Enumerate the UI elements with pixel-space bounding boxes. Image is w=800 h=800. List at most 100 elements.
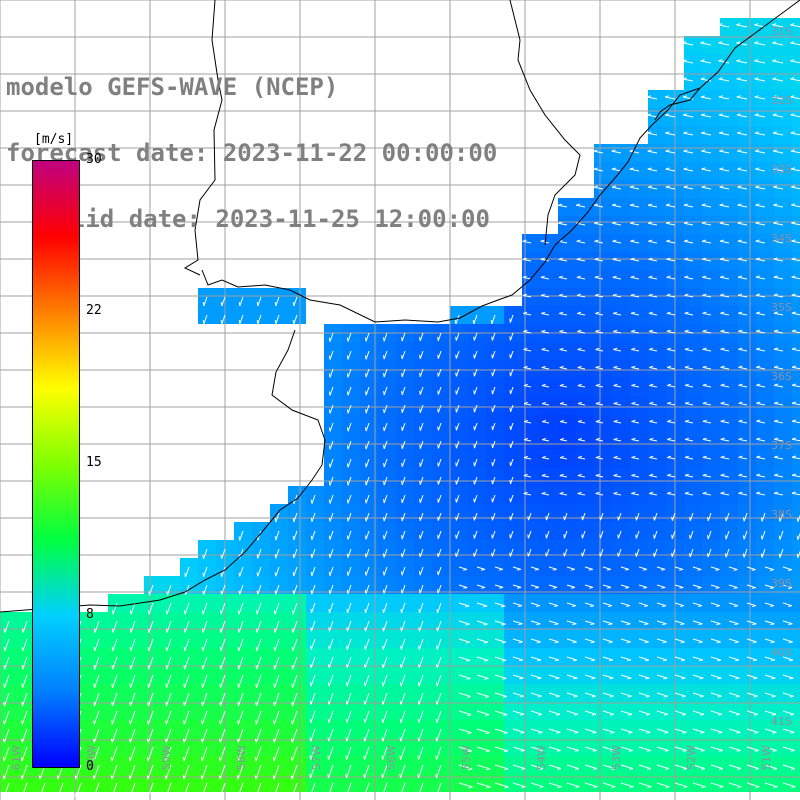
wind-arrow-head (328, 355, 331, 360)
wind-arrow (491, 512, 496, 521)
wind-arrow-head (382, 589, 385, 594)
wind-arrow (649, 384, 658, 388)
wind-arrow (617, 530, 622, 539)
wind-arrow-head (491, 480, 493, 485)
wind-arrow-head (3, 628, 6, 633)
wind-arrow-head (613, 473, 618, 476)
wind-arrow-head (437, 408, 439, 413)
wind-arrow-head (755, 167, 760, 170)
wind-arrow-head (310, 589, 313, 595)
wind-arrow (638, 674, 650, 679)
wind-arrow-head (483, 641, 488, 644)
wind-cell (792, 360, 800, 378)
wind-arrow (201, 764, 208, 780)
wind-arrow-head (382, 553, 385, 558)
wind-arrow-head (381, 773, 383, 779)
wind-arrow (559, 330, 568, 334)
wind-arrow (291, 764, 298, 780)
longitude-label: 53W (610, 745, 623, 770)
wind-arrow (512, 620, 523, 625)
wind-arrow-head (219, 647, 222, 652)
wind-arrow (419, 476, 424, 485)
wind-arrow-head (718, 77, 723, 80)
wind-arrow-head (577, 347, 582, 350)
wind-arrow (383, 350, 388, 360)
wind-arrow (710, 674, 722, 679)
wind-arrow (728, 566, 738, 571)
wind-arrow (93, 782, 100, 798)
wind-arrow (183, 692, 190, 707)
wind-arrow (656, 782, 670, 788)
wind-arrow-head (202, 301, 205, 307)
wind-arrow-head (346, 627, 348, 632)
wind-arrow-head (419, 534, 421, 540)
wind-arrow (671, 512, 676, 521)
wind-arrow-head (541, 329, 546, 332)
wind-arrow-head (756, 455, 761, 458)
wind-arrow (293, 314, 298, 325)
wind-arrow-head (183, 738, 185, 743)
wind-arrow-head (435, 682, 438, 687)
wind-arrow (720, 420, 730, 424)
wind-arrow (473, 512, 478, 521)
wind-arrow (255, 782, 262, 798)
wind-arrow (738, 384, 748, 388)
wind-arrow (203, 314, 208, 325)
wind-arrow (363, 782, 370, 797)
wind-arrow-head (201, 720, 203, 725)
wind-arrow (382, 710, 388, 724)
wind-arrow-head (666, 311, 671, 314)
wind-arrow (202, 620, 208, 633)
wind-arrow (674, 656, 686, 661)
wind-arrow (400, 728, 406, 742)
wind-arrow-head (625, 586, 630, 589)
wind-arrow-head (21, 683, 24, 688)
wind-arrow-head (363, 792, 365, 797)
wind-arrow (718, 78, 730, 82)
wind-arrow (756, 384, 766, 388)
wind-arrow-head (720, 329, 725, 332)
wind-arrow-head (363, 682, 366, 687)
wind-arrow-head (364, 663, 366, 669)
longitude-label: 54W (535, 745, 548, 770)
wind-arrow (667, 366, 676, 370)
latitude-label: 33S (771, 163, 792, 176)
wind-arrow-head (147, 610, 150, 615)
wind-arrow-head (220, 554, 223, 559)
wind-arrow-head (649, 473, 654, 476)
wind-arrow-head (665, 113, 670, 116)
wind-arrow-head (702, 455, 707, 458)
wind-arrow (346, 674, 352, 687)
wind-arrow (165, 746, 172, 762)
wind-arrow-head (183, 610, 186, 615)
wind-arrow-head (491, 462, 494, 467)
wind-arrow (347, 566, 352, 576)
wind-arrow (293, 512, 298, 523)
wind-arrow (255, 710, 262, 725)
wind-arrow-head (772, 750, 777, 752)
wind-arrow-head (147, 738, 149, 743)
wind-arrow (720, 258, 730, 262)
wind-arrow-head (719, 203, 724, 206)
wind-arrow-head (791, 257, 796, 260)
wind-arrow (492, 458, 496, 467)
wind-arrow (683, 150, 694, 154)
wind-arrow (702, 492, 712, 496)
wind-arrow (558, 240, 568, 244)
wind-arrow-head (646, 731, 651, 734)
wind-arrow-head (697, 605, 703, 608)
wind-arrow (541, 457, 550, 460)
wind-arrow-head (682, 41, 687, 44)
wind-arrow-head (237, 720, 239, 725)
wind-arrow (382, 746, 388, 760)
wind-arrow (602, 746, 615, 751)
wind-arrow-head (720, 455, 725, 458)
wind-arrow (510, 458, 514, 467)
wind-arrow-head (504, 768, 509, 771)
wind-arrow (718, 96, 730, 100)
wind-arrow-head (772, 95, 777, 98)
wind-arrow-head (437, 426, 439, 431)
wind-arrow-head (707, 516, 709, 522)
wind-arrow-head (738, 365, 743, 368)
wind-arrow (311, 602, 316, 614)
